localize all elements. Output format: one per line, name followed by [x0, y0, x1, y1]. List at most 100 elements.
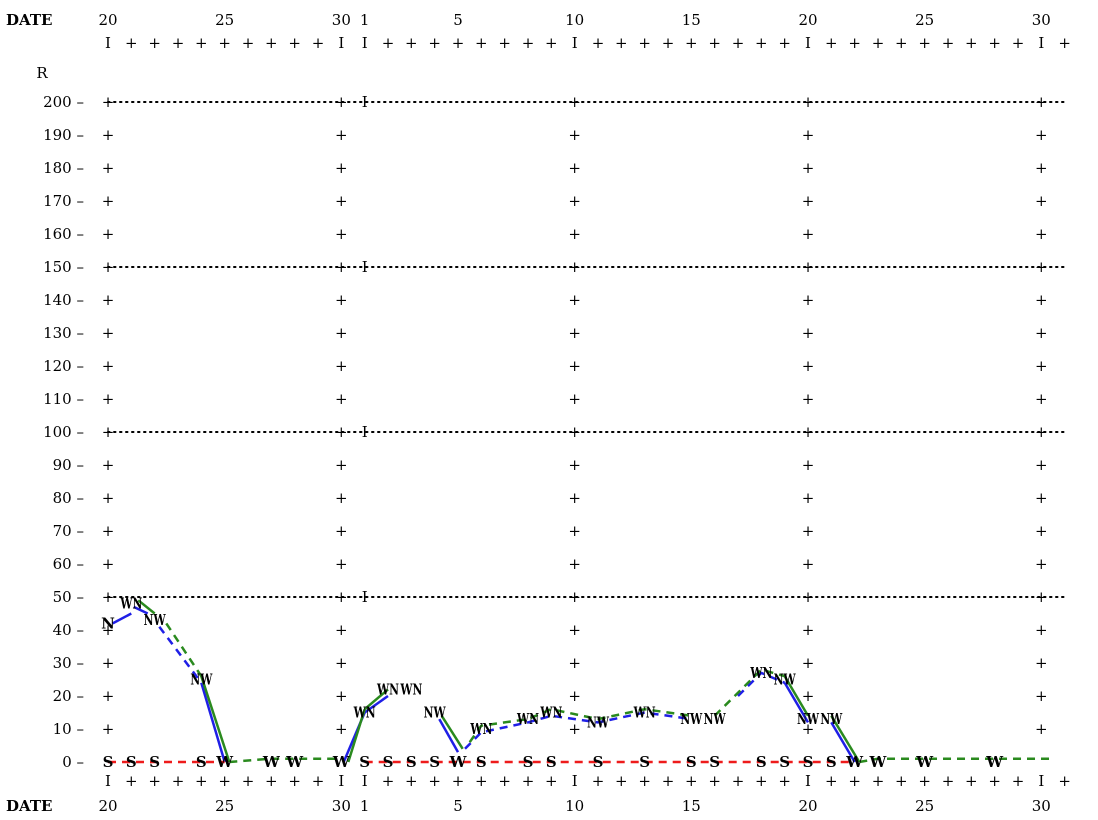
grid-plus: + — [802, 126, 815, 144]
grid-plus: + — [335, 126, 348, 144]
date-label-bottom: 30 — [1032, 797, 1051, 815]
y-tick-label: 140 – — [43, 291, 84, 309]
grid-plus: + — [102, 192, 115, 210]
day-tick-bottom: + — [475, 772, 488, 790]
grid-plus: + — [102, 225, 115, 243]
date-label-top: 5 — [453, 11, 463, 29]
direction-marker: NW — [704, 710, 727, 728]
grid-plus: + — [335, 357, 348, 375]
axes-layer: 202025253030115510101515202025253030II++… — [43, 11, 1071, 815]
day-tick-top: + — [918, 34, 931, 52]
day-tick-top: + — [755, 34, 768, 52]
day-tick-top: + — [288, 34, 301, 52]
date-label-bottom: 15 — [682, 797, 701, 815]
day-tick-bottom: + — [242, 772, 255, 790]
series-1-segment — [229, 757, 342, 764]
grid-plus: + — [802, 489, 815, 507]
grid-plus: + — [1035, 654, 1048, 672]
direction-marker: S — [406, 753, 417, 771]
day-tick-top: + — [522, 34, 535, 52]
grid-plus: + — [568, 93, 581, 111]
day-tick-top: + — [172, 34, 185, 52]
direction-marker: NW — [680, 710, 703, 728]
grid-plus: + — [1035, 720, 1048, 738]
grid-plus: + — [1035, 159, 1048, 177]
grid-plus: + — [568, 126, 581, 144]
day-tick-bottom: + — [895, 772, 908, 790]
y-tick-label: 0 – — [62, 753, 84, 771]
direction-marker: S — [359, 753, 370, 771]
grid-plus: + — [802, 555, 815, 573]
direction-marker: W — [332, 753, 351, 771]
grid-plus: + — [802, 687, 815, 705]
grid-plus: + — [335, 555, 348, 573]
series-1-segment — [783, 675, 810, 717]
day-tick-top: + — [195, 34, 208, 52]
grid-plus: + — [102, 291, 115, 309]
day-tick-top: + — [708, 34, 721, 52]
grid-plus: + — [335, 159, 348, 177]
grid-plus: + — [802, 258, 815, 276]
grid-plus: + — [102, 588, 115, 606]
grid-plus: + — [335, 192, 348, 210]
direction-marker: WN — [353, 704, 376, 722]
date-label-bottom: 5 — [453, 797, 463, 815]
day-tick-bottom: + — [918, 772, 931, 790]
day-tick-top: + — [942, 34, 955, 52]
day-tick-top: + — [615, 34, 628, 52]
grid-plus: + — [568, 621, 581, 639]
grid-plus: + — [802, 588, 815, 606]
grid-plus: + — [1035, 126, 1048, 144]
day-tick-top: + — [242, 34, 255, 52]
day-tick-bottom: + — [685, 772, 698, 790]
day-tick-bottom: + — [988, 772, 1001, 790]
direction-marker: W — [869, 753, 888, 771]
day-tick-bottom: + — [312, 772, 325, 790]
direction-marker: W — [215, 753, 234, 771]
date-label-top: 20 — [98, 11, 117, 29]
y-tick-label: 150 – — [43, 258, 84, 276]
direction-marker: N — [101, 614, 115, 632]
series-0-segment — [737, 671, 786, 697]
direction-marker: WN — [750, 664, 773, 682]
grid-plus: + — [802, 522, 815, 540]
grid-plus: + — [102, 357, 115, 375]
direction-marker: W — [285, 753, 304, 771]
direction-marker: WN — [516, 710, 539, 728]
y-tick-label: 90 – — [53, 456, 84, 474]
date-label-bottom: 30 — [332, 797, 351, 815]
direction-marker: S — [196, 753, 207, 771]
direction-marker: WN — [470, 720, 493, 738]
grid-plus: + — [102, 555, 115, 573]
grid-plus: + — [102, 93, 115, 111]
grid-plus: + — [102, 654, 115, 672]
y-tick-label: 70 – — [53, 522, 84, 540]
grid-level-mark: I — [362, 258, 368, 276]
series-1-segment — [200, 675, 231, 763]
y-tick-label: 30 – — [53, 654, 84, 672]
day-tick-bottom: I — [805, 772, 811, 790]
grid-plus: + — [568, 489, 581, 507]
direction-marker: WN — [120, 595, 143, 613]
grid-level-mark: I — [362, 423, 368, 441]
day-tick-bottom: + — [592, 772, 605, 790]
day-tick-top: + — [638, 34, 651, 52]
grid-plus: + — [102, 423, 115, 441]
grid-plus: + — [802, 390, 815, 408]
y-tick-label: 50 – — [53, 588, 84, 606]
grid-plus: + — [1035, 522, 1048, 540]
grid-plus: + — [102, 522, 115, 540]
series-0-segment — [158, 625, 203, 684]
grid-plus: + — [1035, 423, 1048, 441]
day-tick-bottom: + — [872, 772, 885, 790]
grid-plus: + — [568, 225, 581, 243]
day-tick-top: + — [895, 34, 908, 52]
grid-plus: + — [802, 720, 815, 738]
grid-plus: + — [335, 225, 348, 243]
day-tick-bottom: + — [265, 772, 278, 790]
y-tick-label: 190 – — [43, 126, 84, 144]
grid-plus: + — [802, 93, 815, 111]
grid-plus: + — [1035, 390, 1048, 408]
day-tick-bottom: + — [755, 772, 768, 790]
